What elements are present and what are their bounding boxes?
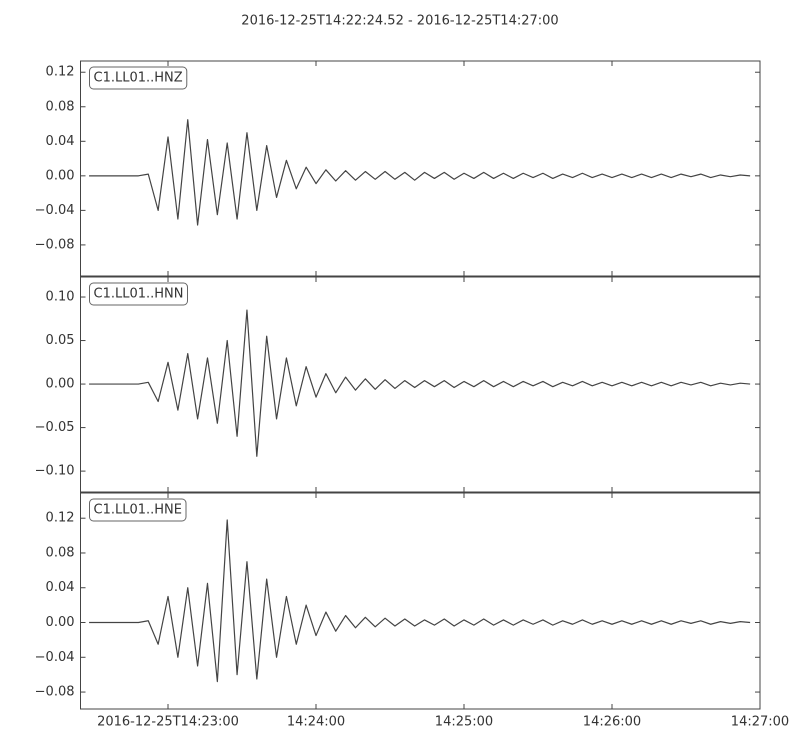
y-tick-label: −0.05	[35, 420, 75, 435]
y-tick-label: 0.00	[46, 168, 75, 183]
trace-label: C1.LL01..HNZ	[89, 66, 188, 90]
panel-frame	[80, 492, 761, 710]
x-tick-label: 14:24:00	[287, 715, 345, 730]
y-tick-label: −0.08	[35, 237, 75, 252]
panel-frame	[80, 60, 761, 277]
x-tick-label: 14:27:00	[731, 715, 789, 730]
trace-label-box	[89, 498, 187, 522]
y-tick-label: 0.08	[46, 99, 75, 114]
y-tick-label: 0.00	[46, 377, 75, 392]
y-tick-label: 0.12	[46, 511, 75, 526]
trace-label: C1.LL01..HNE	[89, 498, 187, 522]
chart-title: 2016-12-25T14:22:24.52 - 2016-12-25T14:2…	[241, 14, 558, 29]
waveform	[89, 519, 751, 683]
y-tick-label: 0.04	[46, 580, 75, 595]
x-tick-label: 2016-12-25T14:23:00	[97, 715, 239, 730]
y-tick-label: 0.08	[46, 545, 75, 560]
waveform	[89, 119, 751, 226]
x-tick-label: 14:26:00	[583, 715, 641, 730]
y-tick-label: −0.10	[35, 464, 75, 479]
y-tick-label: −0.08	[35, 685, 75, 700]
y-tick-label: −0.04	[35, 203, 75, 218]
y-tick-label: −0.04	[35, 650, 75, 665]
waveform	[89, 309, 751, 457]
x-tick-label: 14:25:00	[435, 715, 493, 730]
y-tick-label: 0.10	[46, 290, 75, 305]
trace-label: C1.LL01..HNN	[89, 282, 188, 306]
y-tick-label: 0.04	[46, 134, 75, 149]
trace-label-text: C1.LL01..HNE	[94, 503, 183, 518]
y-tick-label: 0.00	[46, 615, 75, 630]
trace-label-box	[89, 66, 188, 90]
trace-label-text: C1.LL01..HNN	[94, 287, 184, 302]
y-tick-label: 0.05	[46, 333, 75, 348]
trace-label-box	[89, 282, 188, 306]
y-tick-label: 0.12	[46, 65, 75, 80]
trace-label-text: C1.LL01..HNZ	[94, 71, 183, 86]
